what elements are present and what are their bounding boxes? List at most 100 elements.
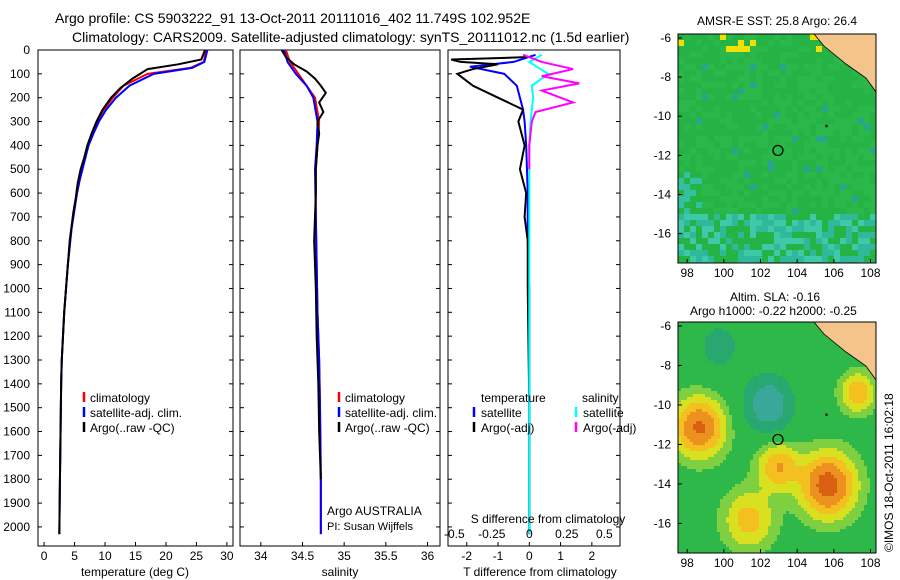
- sla-map-cell: [855, 382, 859, 386]
- sla-map-cell: [681, 352, 685, 356]
- sla-map-cell: [792, 373, 796, 377]
- sla-map-cell: [702, 382, 706, 386]
- sla-map-cell: [696, 403, 700, 407]
- sst-map-cell: [696, 130, 703, 137]
- sla-map-cell: [795, 412, 799, 416]
- sla-map-cell: [831, 445, 835, 449]
- sla-map-cell: [816, 343, 820, 347]
- sst-map-cell: [798, 244, 805, 251]
- sla-map-cell: [732, 352, 736, 356]
- sla-map-cell: [723, 433, 727, 437]
- sla-map-cell: [822, 433, 826, 437]
- sla-map-cell: [687, 466, 691, 470]
- sla-map-cell: [720, 466, 724, 470]
- sla-map-cell: [714, 376, 718, 380]
- sst-map-cell: [744, 124, 751, 131]
- sla-map-cell: [873, 430, 876, 434]
- sla-map-cell: [726, 430, 730, 434]
- sla-map-cell: [771, 364, 775, 368]
- sst-map-cell: [738, 118, 745, 125]
- sla-map-cell: [819, 352, 823, 356]
- sla-map-cell: [834, 472, 838, 476]
- sla-map-cell: [771, 421, 775, 425]
- sla-map-cell: [858, 472, 862, 476]
- sla-map-cell: [702, 388, 706, 392]
- sst-map-cell: [816, 58, 823, 65]
- sst-map-cell: [762, 202, 769, 209]
- sst-map-cell: [792, 52, 799, 59]
- sla-map-cell: [768, 334, 772, 338]
- sla-map-cell: [873, 403, 876, 407]
- sla-map-cell: [825, 403, 829, 407]
- sla-map-cell: [834, 382, 838, 386]
- sla-map-cell: [867, 472, 871, 476]
- sla-map-cell: [741, 412, 745, 416]
- sla-map-cell: [774, 352, 778, 356]
- sla-map-cell: [813, 382, 817, 386]
- sla-map-cell: [792, 349, 796, 353]
- sla-map-cell: [798, 367, 802, 371]
- sst-map-cell: [828, 100, 835, 107]
- sla-map-cell: [828, 382, 832, 386]
- sla-map-cell: [870, 439, 874, 443]
- sla-map-cell: [858, 466, 862, 470]
- sst-map-cell: [810, 46, 817, 53]
- sla-map-cell: [813, 355, 817, 359]
- sla-map-cell: [765, 331, 769, 335]
- sla-map-cell: [714, 433, 718, 437]
- sla-map-cell: [765, 466, 769, 470]
- sla-map-cell: [723, 454, 727, 458]
- sla-map-cell: [759, 430, 763, 434]
- sla-map-cell: [714, 337, 718, 341]
- sla-map-cell: [732, 364, 736, 368]
- sst-map-cell: [828, 136, 835, 143]
- sla-map-cell: [810, 418, 814, 422]
- sst-map-cell: [786, 34, 793, 41]
- sla-map-cell: [681, 397, 685, 401]
- sla-map-cell: [849, 382, 853, 386]
- sla-map-cell: [840, 472, 844, 476]
- sla-map-cell: [729, 349, 733, 353]
- sla-map-cell: [783, 367, 787, 371]
- sla-map-cell: [744, 442, 748, 446]
- sla-map-cell: [798, 469, 802, 473]
- sla-map-cell: [765, 349, 769, 353]
- sla-map-cell: [714, 349, 718, 353]
- sla-map-cell: [711, 403, 715, 407]
- sla-map-cell: [711, 472, 715, 476]
- sla-map-cell: [798, 451, 802, 455]
- sla-map-cell: [801, 403, 805, 407]
- sla-map-cell: [780, 445, 784, 449]
- sla-map-cell: [696, 361, 700, 365]
- sla-map-cell: [870, 472, 874, 476]
- sla-map-cell: [690, 412, 694, 416]
- sla-map-cell: [789, 430, 793, 434]
- sla-map-cell: [720, 421, 724, 425]
- sla-map-cell: [846, 439, 850, 443]
- sst-map-cell: [780, 178, 787, 185]
- sst-map-cell: [768, 250, 775, 257]
- sla-map-cell: [801, 352, 805, 356]
- sla-map-cell: [810, 415, 814, 419]
- sla-map-cell: [855, 361, 859, 365]
- sla-map-cell: [702, 457, 706, 461]
- sla-map-cell: [750, 406, 754, 410]
- sla-map-cell: [753, 346, 757, 350]
- sst-map-cell: [678, 214, 685, 221]
- sst-map-cell: [690, 166, 697, 173]
- sla-map-cell: [726, 424, 730, 428]
- sst-map-cell: [744, 142, 751, 149]
- sst-map-cell: [816, 64, 823, 71]
- sla-map-cell: [684, 445, 688, 449]
- sla-map-cell: [768, 364, 772, 368]
- sla-map-cell: [702, 454, 706, 458]
- sst-map-cell: [690, 70, 697, 77]
- sla-map-cell: [801, 361, 805, 365]
- sla-map-cell: [717, 397, 721, 401]
- sla-map-cell: [702, 472, 706, 476]
- sla-map-cell: [837, 460, 841, 464]
- sla-map-cell: [720, 361, 724, 365]
- sst-map-cell: [864, 94, 871, 101]
- sla-map-cell: [720, 469, 724, 473]
- sla-map-cell: [789, 376, 793, 380]
